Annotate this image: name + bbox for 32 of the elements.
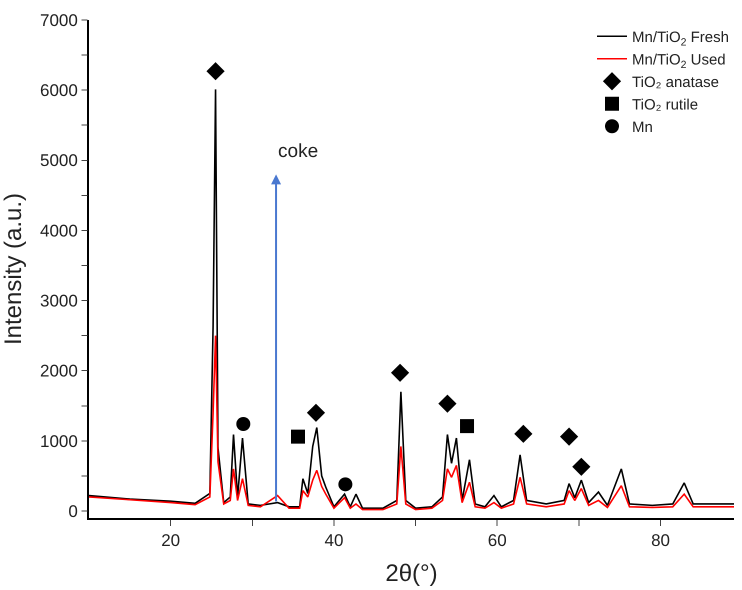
- legend-label: Mn: [632, 119, 653, 136]
- point: [572, 458, 590, 476]
- annotation: coke: [278, 141, 318, 162]
- y-tick-label: 0: [68, 502, 78, 521]
- point: [206, 62, 225, 80]
- point: [291, 430, 306, 444]
- point: [306, 404, 326, 422]
- y-axis-title: Intensity (a.u.): [0, 192, 27, 346]
- x-tick-label: 60: [488, 531, 507, 550]
- point: [560, 428, 578, 446]
- legend-label: Mn/TiO$_{2}$ Fresh: [632, 29, 729, 48]
- x-tick-label: 40: [324, 531, 344, 550]
- legend-label: TiO₂ anatase: [632, 74, 719, 92]
- y-tick-label: 7000: [40, 10, 78, 30]
- legend-label: TiO₂ rutile: [632, 96, 698, 114]
- point: [460, 419, 474, 434]
- point: [514, 424, 532, 443]
- legend-label: Mn/TiO$_{2}$ Used: [632, 52, 726, 71]
- y-tick-label: 4000: [40, 221, 78, 240]
- y-tick-label: 3000: [40, 292, 78, 311]
- y-tick-label: 2000: [40, 362, 78, 381]
- point: [236, 417, 250, 432]
- y-tick-label: 1000: [40, 432, 78, 451]
- x-axis-title: 2θ(°): [385, 560, 438, 587]
- x-tick-label: 20: [161, 531, 180, 550]
- y-tick-label: 5000: [40, 151, 78, 170]
- line-series: [89, 334, 734, 510]
- y-tick-label: 6000: [40, 81, 78, 100]
- point: [438, 394, 457, 413]
- point: [338, 477, 352, 492]
- point: [390, 364, 410, 382]
- x-tick-label: 80: [651, 531, 670, 550]
